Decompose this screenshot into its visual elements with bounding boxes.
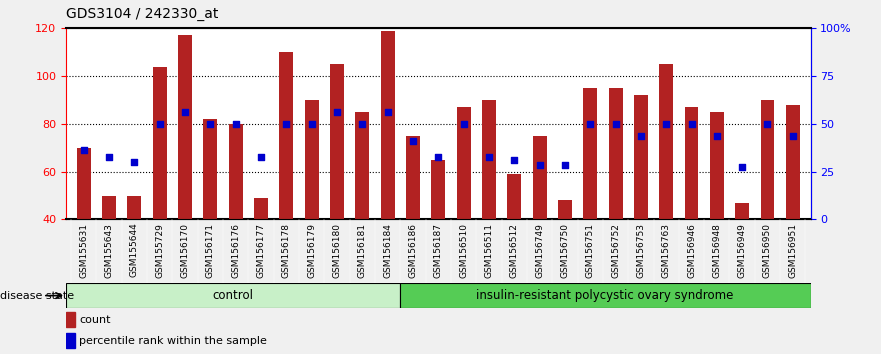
Text: GSM156180: GSM156180	[332, 223, 342, 278]
Point	[330, 109, 344, 115]
Text: GDS3104 / 242330_at: GDS3104 / 242330_at	[66, 7, 218, 21]
Text: GSM156751: GSM156751	[586, 223, 595, 278]
Bar	[533, 136, 546, 219]
Bar	[66, 333, 75, 348]
Point	[456, 121, 470, 127]
Bar	[659, 64, 673, 219]
Point	[254, 154, 268, 160]
Bar	[482, 100, 496, 219]
Bar	[432, 160, 445, 219]
Point	[279, 121, 293, 127]
Point	[735, 164, 749, 170]
Bar	[507, 174, 522, 219]
Text: GSM156512: GSM156512	[510, 223, 519, 278]
Bar	[558, 200, 572, 219]
Bar	[355, 112, 369, 219]
Text: count: count	[79, 315, 111, 325]
Bar	[279, 52, 293, 219]
Bar	[152, 67, 167, 219]
Bar	[456, 107, 470, 219]
Point	[381, 109, 395, 115]
Text: GSM156181: GSM156181	[358, 223, 366, 278]
Text: GSM155631: GSM155631	[79, 223, 88, 278]
Point	[204, 121, 218, 127]
Point	[431, 154, 445, 160]
Text: GSM156176: GSM156176	[231, 223, 241, 278]
Bar	[685, 107, 699, 219]
Bar	[204, 119, 218, 219]
Bar	[381, 31, 395, 219]
Point	[583, 121, 597, 127]
Point	[229, 121, 243, 127]
Text: GSM156187: GSM156187	[433, 223, 443, 278]
Point	[152, 121, 167, 127]
Text: GSM156511: GSM156511	[485, 223, 493, 278]
Text: GSM156178: GSM156178	[282, 223, 291, 278]
Bar	[66, 312, 75, 327]
Point	[760, 121, 774, 127]
Text: GSM155644: GSM155644	[130, 223, 139, 278]
Point	[507, 157, 522, 162]
Bar	[735, 203, 749, 219]
Bar	[710, 112, 724, 219]
Bar	[609, 88, 623, 219]
Point	[786, 133, 800, 139]
Text: GSM155643: GSM155643	[105, 223, 114, 278]
Text: GSM156177: GSM156177	[256, 223, 265, 278]
Bar	[786, 105, 800, 219]
Point	[178, 109, 192, 115]
Text: GSM156184: GSM156184	[383, 223, 392, 278]
Text: GSM156950: GSM156950	[763, 223, 772, 278]
Text: GSM156763: GSM156763	[662, 223, 670, 278]
Point	[102, 154, 116, 160]
Text: GSM156170: GSM156170	[181, 223, 189, 278]
Point	[305, 121, 319, 127]
Point	[482, 154, 496, 160]
Point	[355, 121, 369, 127]
Text: control: control	[212, 289, 254, 302]
Bar	[583, 88, 597, 219]
Bar	[254, 198, 268, 219]
FancyBboxPatch shape	[66, 283, 400, 308]
Text: GSM156510: GSM156510	[459, 223, 468, 278]
Bar	[77, 148, 91, 219]
Bar	[128, 195, 142, 219]
Bar	[760, 100, 774, 219]
Text: GSM156171: GSM156171	[206, 223, 215, 278]
Point	[77, 147, 91, 153]
Text: GSM156951: GSM156951	[788, 223, 797, 278]
Text: disease state: disease state	[0, 291, 74, 301]
Text: GSM156946: GSM156946	[687, 223, 696, 278]
Text: GSM156948: GSM156948	[713, 223, 722, 278]
Text: percentile rank within the sample: percentile rank within the sample	[79, 336, 267, 346]
Bar	[406, 136, 420, 219]
Text: GSM156753: GSM156753	[636, 223, 646, 278]
Text: GSM156749: GSM156749	[535, 223, 544, 278]
Bar	[330, 64, 344, 219]
Point	[128, 159, 142, 165]
Point	[633, 133, 648, 139]
Text: GSM156949: GSM156949	[737, 223, 747, 278]
Point	[685, 121, 699, 127]
Text: GSM156750: GSM156750	[560, 223, 569, 278]
FancyBboxPatch shape	[400, 283, 811, 308]
Point	[710, 133, 724, 139]
Bar	[178, 35, 192, 219]
Text: GSM156186: GSM156186	[409, 223, 418, 278]
Point	[406, 138, 420, 143]
Point	[532, 162, 546, 167]
Bar	[102, 195, 116, 219]
Text: insulin-resistant polycystic ovary syndrome: insulin-resistant polycystic ovary syndr…	[477, 289, 734, 302]
Bar	[305, 100, 319, 219]
Bar	[229, 124, 242, 219]
Text: GSM156752: GSM156752	[611, 223, 620, 278]
Point	[558, 162, 572, 167]
Bar	[634, 95, 648, 219]
Text: GSM156179: GSM156179	[307, 223, 316, 278]
Text: GSM155729: GSM155729	[155, 223, 164, 278]
Point	[659, 121, 673, 127]
Point	[609, 121, 623, 127]
